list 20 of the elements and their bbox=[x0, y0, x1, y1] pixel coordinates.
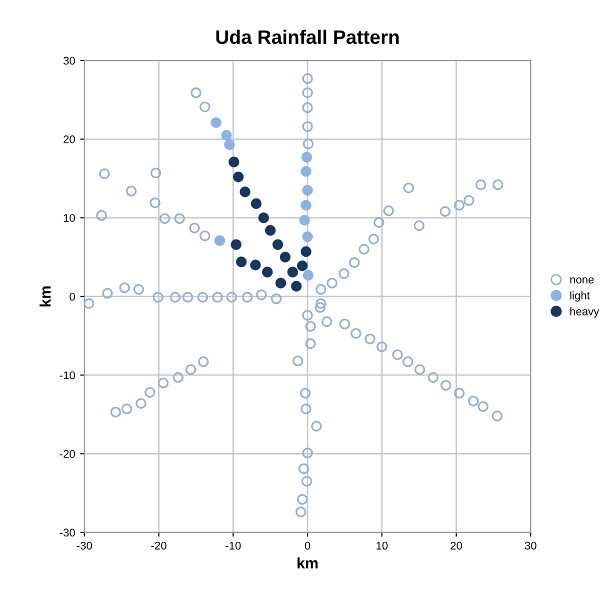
x-tick-label: -30 bbox=[76, 542, 92, 550]
chart-title: Uda Rainfall Pattern bbox=[216, 30, 399, 44]
legend-label: light bbox=[570, 291, 590, 302]
x-tick-label: -20 bbox=[151, 542, 166, 550]
x-axis-title: km bbox=[298, 557, 318, 568]
x-tick-label: 20 bbox=[450, 542, 462, 550]
y-tick-label: -20 bbox=[60, 450, 75, 458]
y-tick-label: 30 bbox=[63, 56, 75, 65]
x-tick-label: 0 bbox=[304, 542, 310, 550]
x-tick-label: -10 bbox=[226, 542, 241, 550]
y-tick-label: 20 bbox=[64, 135, 75, 144]
y-tick-label: -10 bbox=[60, 371, 75, 380]
y-tick-label: 10 bbox=[64, 214, 75, 222]
x-tick-label: 10 bbox=[376, 542, 388, 550]
y-axis-title: km bbox=[40, 286, 51, 306]
legend-label: none bbox=[570, 277, 594, 284]
legend-label: heavy bbox=[570, 307, 600, 318]
x-tick-label: 30 bbox=[524, 542, 536, 550]
y-tick-label: -30 bbox=[60, 528, 75, 537]
y-tick-label: 0 bbox=[70, 292, 75, 301]
